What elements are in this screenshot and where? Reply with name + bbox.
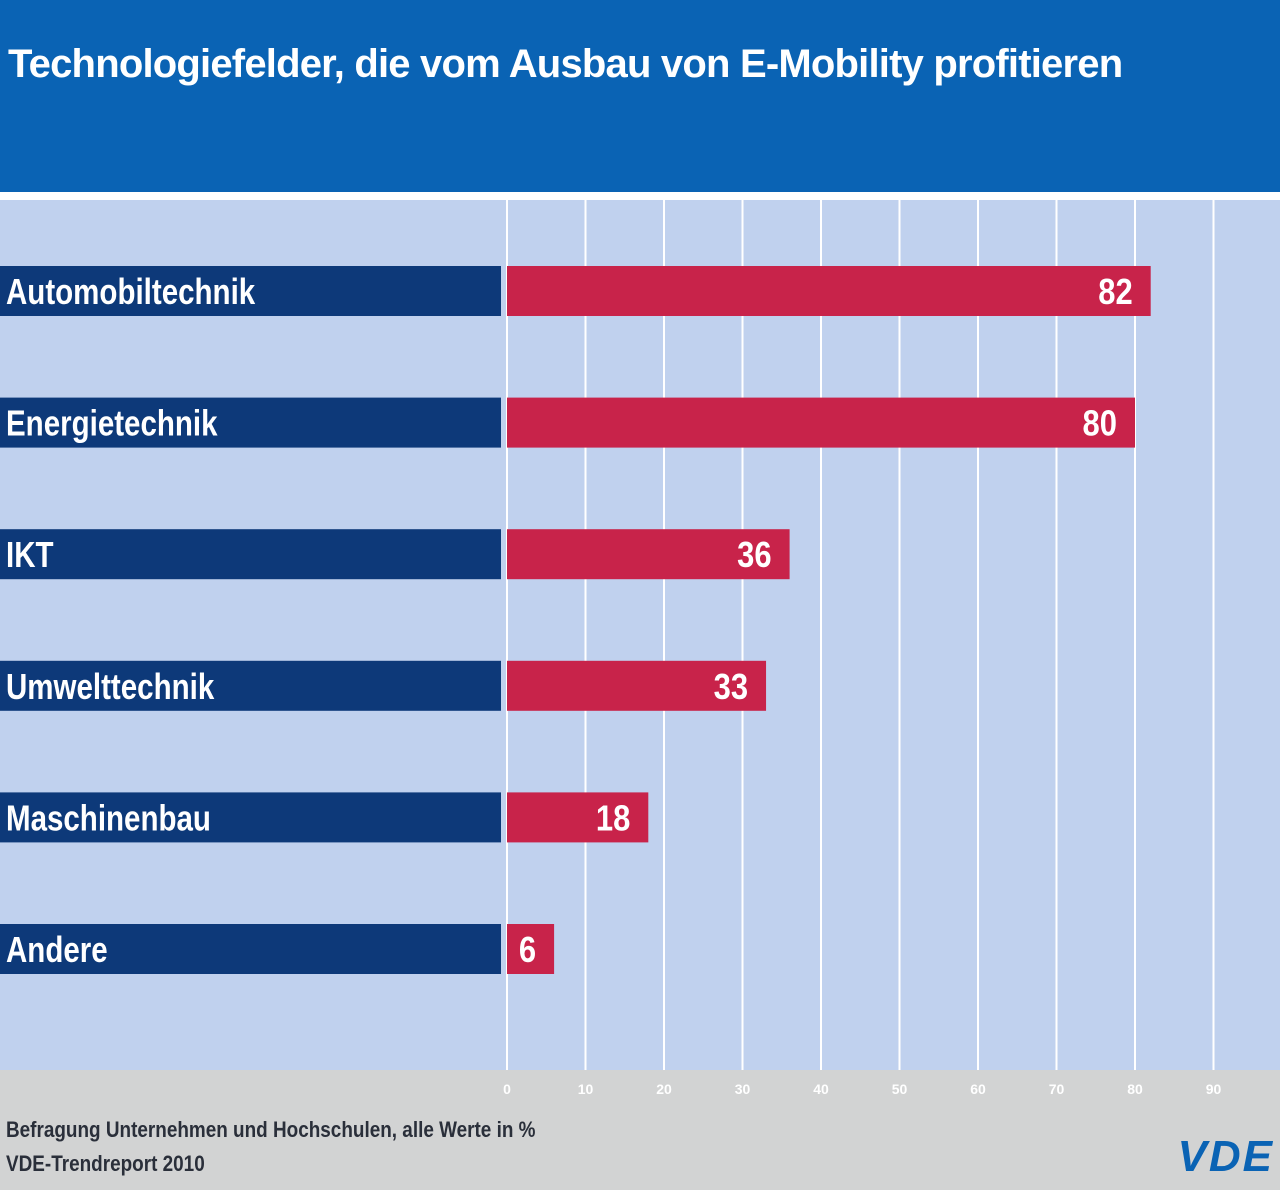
x-tick-label: 90 — [1206, 1081, 1222, 1097]
value-bar — [507, 266, 1151, 316]
data-label: 36 — [737, 536, 771, 576]
data-label: 82 — [1098, 273, 1132, 313]
category-bar — [0, 266, 501, 316]
chart-title: Technologiefelder, die vom Ausbau von E-… — [8, 42, 1123, 86]
bars: Automobiltechnik 82 Energietechnik 80 IKT 36 U… — [0, 266, 1151, 974]
chart-footer — [0, 1070, 1280, 1190]
category-bar — [0, 660, 501, 711]
value-bar — [507, 660, 767, 711]
category-label: IKT — [6, 534, 54, 574]
x-tick-label: 50 — [892, 1081, 908, 1097]
vde-logo: VDE — [1177, 1132, 1274, 1181]
value-bar — [507, 529, 790, 580]
chart-header: Technologiefelder, die vom Ausbau von E-… — [0, 0, 1280, 192]
header-divider — [0, 192, 1280, 200]
data-label: 80 — [1083, 405, 1117, 445]
x-tick-label: 10 — [578, 1081, 594, 1097]
x-tick-label: 30 — [735, 1081, 751, 1097]
data-label: 6 — [519, 931, 536, 971]
source-note: VDE-Trendreport 2010 — [6, 1151, 205, 1176]
category-bar — [0, 924, 501, 974]
category-bar — [0, 529, 501, 580]
x-tick-label: 80 — [1127, 1081, 1143, 1097]
category-label: Umwelttechnik — [6, 666, 215, 706]
gridlines — [506, 200, 1215, 1070]
value-bar — [507, 924, 555, 974]
x-tick-label: 40 — [813, 1081, 829, 1097]
x-tick-label: 0 — [503, 1081, 511, 1097]
value-bar — [507, 397, 1135, 448]
x-tick-label: 60 — [970, 1081, 986, 1097]
x-axis-ticks: 0 10 20 30 40 50 60 70 80 90 — [503, 1081, 1221, 1097]
data-label: 33 — [714, 668, 748, 708]
value-bar — [507, 792, 649, 843]
x-tick-label: 20 — [656, 1081, 672, 1097]
category-bar — [0, 397, 501, 448]
category-label: Automobiltechnik — [6, 271, 256, 311]
category-bar — [0, 792, 501, 843]
x-tick-label: 70 — [1049, 1081, 1065, 1097]
category-label: Andere — [6, 929, 108, 969]
category-label: Maschinenbau — [6, 798, 211, 838]
category-label: Energietechnik — [6, 403, 218, 443]
survey-note: Befragung Unternehmen und Hochschulen, a… — [6, 1117, 536, 1142]
data-label: 18 — [596, 799, 630, 839]
